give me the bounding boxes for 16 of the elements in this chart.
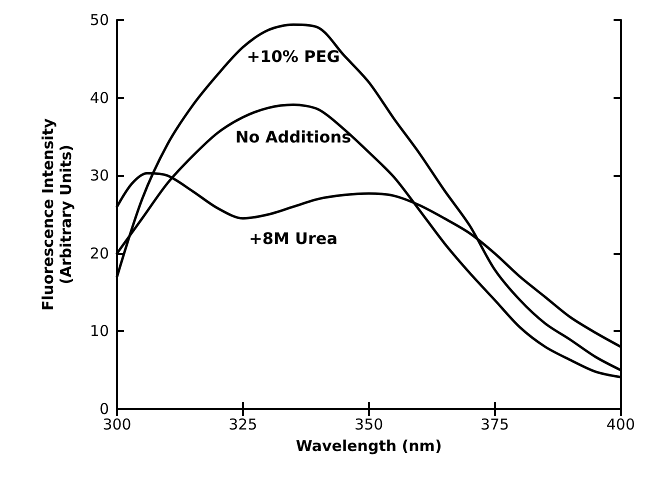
y-tick-label: 40 <box>90 88 109 107</box>
y-tick-label: 30 <box>90 166 109 185</box>
y-tick-label: 0 <box>99 400 109 418</box>
x-tick-label: 300 <box>102 416 132 434</box>
y-tick-label: 20 <box>90 244 109 262</box>
x-tick-label: 400 <box>606 416 636 434</box>
y-tick-label: 50 <box>90 11 109 29</box>
series-label: +8M Urea <box>249 229 338 248</box>
y-axis-title: Fluorescence Intensity (Arbitrary Units) <box>39 118 75 311</box>
y-tick-label: 10 <box>90 322 109 340</box>
series-label: +10% PEG <box>246 47 340 66</box>
x-axis-title: Wavelength (nm) <box>296 437 442 455</box>
x-tick-label: 350 <box>354 416 384 434</box>
x-tick-label: 375 <box>480 416 510 434</box>
x-tick-label: 325 <box>228 416 258 434</box>
series-label: No Additions <box>235 127 352 146</box>
